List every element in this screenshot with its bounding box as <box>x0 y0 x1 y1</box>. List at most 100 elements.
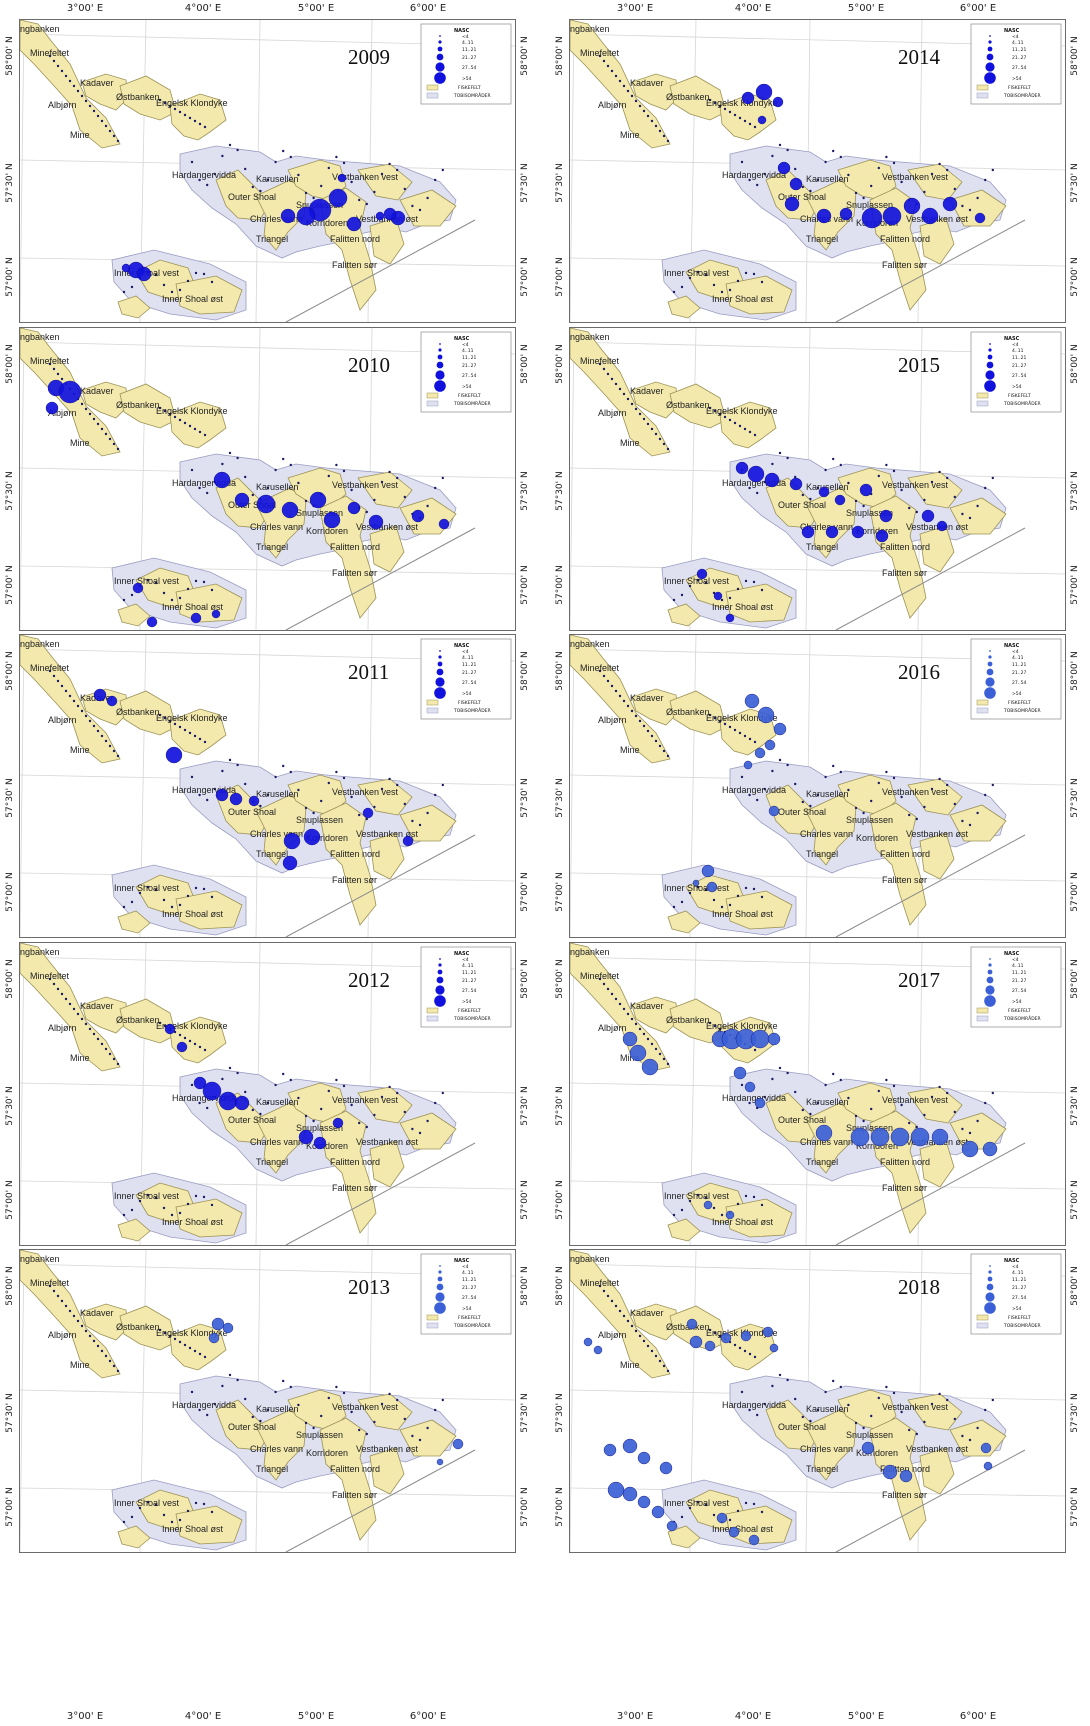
survey-track-point <box>335 463 338 466</box>
survey-track-point <box>743 734 747 738</box>
survey-track-point <box>76 1012 80 1015</box>
survey-track-point <box>411 204 414 208</box>
survey-track-point <box>403 187 406 191</box>
area-label: Karusellen <box>256 1097 299 1107</box>
fishing-ground <box>399 804 457 842</box>
fishing-ground <box>175 890 243 930</box>
nasc-circle <box>764 472 780 487</box>
survey-track-point <box>170 905 174 909</box>
survey-track-point <box>282 149 285 153</box>
survey-track-point <box>696 578 700 581</box>
fishing-ground <box>631 688 679 726</box>
survey-track-point <box>158 1021 162 1024</box>
area-label: Falitten sør <box>332 1490 377 1500</box>
nasc-circle <box>248 795 260 807</box>
survey-track-point <box>662 442 666 445</box>
legend-class-label: 27..54 <box>462 65 476 71</box>
survey-track-point <box>646 114 650 118</box>
survey-track-point <box>666 1369 670 1373</box>
legend-marker <box>989 342 991 345</box>
survey-track-point <box>740 1083 744 1086</box>
survey-track-point <box>968 208 972 212</box>
survey-track-point <box>743 1349 747 1353</box>
survey-track-point <box>733 728 737 732</box>
survey-track-point <box>748 486 751 489</box>
survey-track-point <box>930 1402 934 1406</box>
area-label: Triangel <box>806 1464 838 1474</box>
survey-track-point <box>64 1304 68 1308</box>
legend-marker <box>989 957 991 960</box>
map-canvas: ngbanken Minefeltet Kadaver Albjørn Mine Østb… <box>570 942 1065 1245</box>
survey-track-point <box>748 178 751 182</box>
survey-track-point <box>210 1510 214 1514</box>
survey-track-point <box>228 451 232 454</box>
fishing-ground <box>399 1419 457 1457</box>
survey-track-point <box>163 101 167 105</box>
survey-track-point <box>210 895 214 899</box>
survey-track-point <box>274 775 277 779</box>
legend-title: NASC <box>1004 951 1020 957</box>
survey-track-point <box>84 1329 88 1333</box>
area-label: Outer Shoal <box>778 1115 826 1125</box>
map-panel-2017: ngbanken Minefeltet Kadaver Albjørn Mine Østb… <box>569 941 1066 1246</box>
survey-track-point <box>163 716 167 720</box>
latitude-tick-label: 57°00' N <box>1070 257 1080 297</box>
legend-sandeel-area-label: TOBISOMRÅDER <box>453 707 491 714</box>
legend-sandeel-area-label: TOBISOMRÅDER <box>453 92 491 99</box>
survey-track-point <box>748 1101 751 1104</box>
survey-track-point <box>170 1213 174 1216</box>
nasc-circle <box>213 471 231 488</box>
survey-track-point <box>342 1084 346 1087</box>
survey-track-point <box>602 367 606 370</box>
survey-track-point <box>908 1121 911 1124</box>
legend-marker <box>986 668 994 676</box>
survey-track-point <box>434 793 437 797</box>
survey-track-point <box>763 1402 766 1406</box>
area-label: Vestbanken vest <box>882 172 949 182</box>
area-label: Falitten nord <box>330 849 380 859</box>
nasc-circle <box>747 465 765 482</box>
survey-track-point <box>968 1131 972 1134</box>
survey-track-point <box>213 787 216 791</box>
area-label: Østbanken <box>666 707 710 717</box>
survey-track-point <box>654 1047 658 1050</box>
latitude-tick-label: 58°00' N <box>520 343 530 384</box>
nasc-circle <box>282 855 298 871</box>
latitude-tick-label: 57°30' N <box>5 163 15 203</box>
survey-track-point <box>748 1408 751 1412</box>
nasc-circle <box>980 1442 992 1454</box>
legend-class-label: 21..27 <box>462 363 476 369</box>
area-label: Charles vann <box>250 829 303 839</box>
survey-track-point <box>168 412 172 415</box>
legend-class-label: 4..11 <box>1012 40 1024 46</box>
nasc-circle <box>861 1441 875 1455</box>
fishing-ground <box>117 1218 151 1241</box>
area-label: Minefeltet <box>30 663 70 673</box>
nasc-circle <box>942 196 958 212</box>
survey-track-point <box>441 168 444 172</box>
area-label: Engelsk Klondyke <box>706 406 778 416</box>
area-label: Snuplassen <box>846 1123 893 1133</box>
survey-track-point <box>662 1364 666 1368</box>
survey-track-point <box>112 134 116 138</box>
survey-track-point <box>96 422 100 425</box>
survey-track-point <box>923 498 926 501</box>
survey-track-point <box>634 407 638 410</box>
map-panel-2013: ngbanken Minefeltet Kadaver Albjørn Mine Østb… <box>19 1249 516 1553</box>
area-label: Engelsk Klondyke <box>156 406 228 416</box>
nasc-circle <box>234 492 250 507</box>
legend-fishing-ground-label: FISKEFELT <box>1008 1315 1031 1321</box>
longitude-tick-label: 3°00' E <box>66 3 104 14</box>
nasc-circle <box>193 1076 207 1089</box>
nasc-circle <box>637 1451 651 1465</box>
nasc-circle <box>593 1345 603 1355</box>
legend-class-label: 27..54 <box>1012 373 1026 379</box>
survey-track-point <box>236 1378 239 1382</box>
legend-fishing-ground-label: FISKEFELT <box>458 1008 481 1014</box>
nasc-circle <box>815 1124 833 1141</box>
survey-track-point <box>794 782 797 786</box>
survey-track-point <box>130 593 134 596</box>
legend-marker <box>438 962 442 967</box>
area-label: Mine <box>620 438 640 448</box>
